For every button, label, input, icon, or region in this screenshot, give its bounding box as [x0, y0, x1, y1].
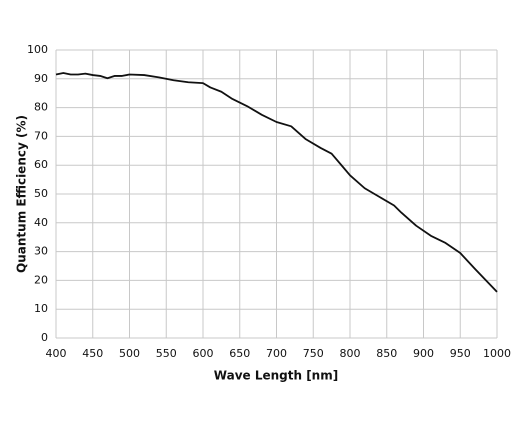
- y-tick-label: 40: [34, 216, 48, 229]
- x-tick-label: 750: [303, 347, 324, 360]
- y-tick-label: 90: [34, 72, 48, 85]
- x-tick-label: 600: [193, 347, 214, 360]
- x-tick-label: 950: [450, 347, 471, 360]
- y-tick-label: 70: [34, 129, 48, 142]
- x-tick-label: 1000: [483, 347, 511, 360]
- x-tick-label: 800: [340, 347, 361, 360]
- x-tick-label: 850: [376, 347, 397, 360]
- x-tick-label: 900: [413, 347, 434, 360]
- y-tick-label: 0: [41, 331, 48, 344]
- x-tick-label: 400: [46, 347, 67, 360]
- data-line: [55, 72, 498, 293]
- y-tick-label: 60: [34, 158, 48, 171]
- y-tick-label: 30: [34, 245, 48, 258]
- y-tick-label: 10: [34, 302, 48, 315]
- x-tick-label: 550: [156, 347, 177, 360]
- y-tick-label: 80: [34, 101, 48, 114]
- y-axis-title: Quantum Efficiency (%): [15, 115, 29, 273]
- y-tick-label: 50: [34, 187, 48, 200]
- x-tick-label: 450: [82, 347, 103, 360]
- x-axis-title: Wave Length [nm]: [214, 369, 338, 383]
- x-tick-label: 500: [119, 347, 140, 360]
- x-tick-label: 650: [229, 347, 250, 360]
- y-tick-label: 20: [34, 273, 48, 286]
- y-tick-label: 100: [27, 43, 48, 56]
- x-tick-label: 700: [266, 347, 287, 360]
